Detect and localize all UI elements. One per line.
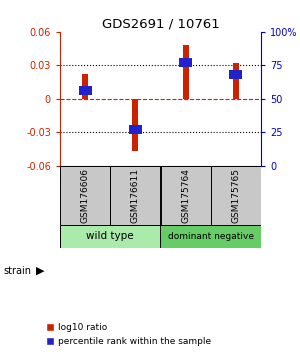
- FancyBboxPatch shape: [60, 225, 160, 248]
- Text: dominant negative: dominant negative: [168, 232, 254, 241]
- Text: wild type: wild type: [86, 232, 134, 241]
- FancyBboxPatch shape: [160, 225, 261, 248]
- Text: GSM175764: GSM175764: [181, 168, 190, 223]
- Bar: [233, 63, 239, 99]
- FancyBboxPatch shape: [160, 166, 211, 225]
- Bar: [79, 86, 92, 95]
- Text: GSM176606: GSM176606: [81, 168, 90, 223]
- Text: ▶: ▶: [36, 266, 45, 276]
- Text: GSM176611: GSM176611: [131, 168, 140, 223]
- FancyBboxPatch shape: [211, 166, 261, 225]
- Bar: [82, 74, 88, 99]
- Text: GSM175765: GSM175765: [231, 168, 240, 223]
- Title: GDS2691 / 10761: GDS2691 / 10761: [102, 18, 219, 31]
- Bar: [179, 58, 192, 67]
- Bar: [132, 99, 138, 152]
- Bar: [229, 70, 242, 79]
- Bar: [129, 125, 142, 134]
- Bar: [183, 45, 189, 99]
- FancyBboxPatch shape: [110, 166, 160, 225]
- Text: strain: strain: [3, 266, 31, 276]
- Legend: log10 ratio, percentile rank within the sample: log10 ratio, percentile rank within the …: [46, 324, 211, 346]
- FancyBboxPatch shape: [60, 166, 110, 225]
